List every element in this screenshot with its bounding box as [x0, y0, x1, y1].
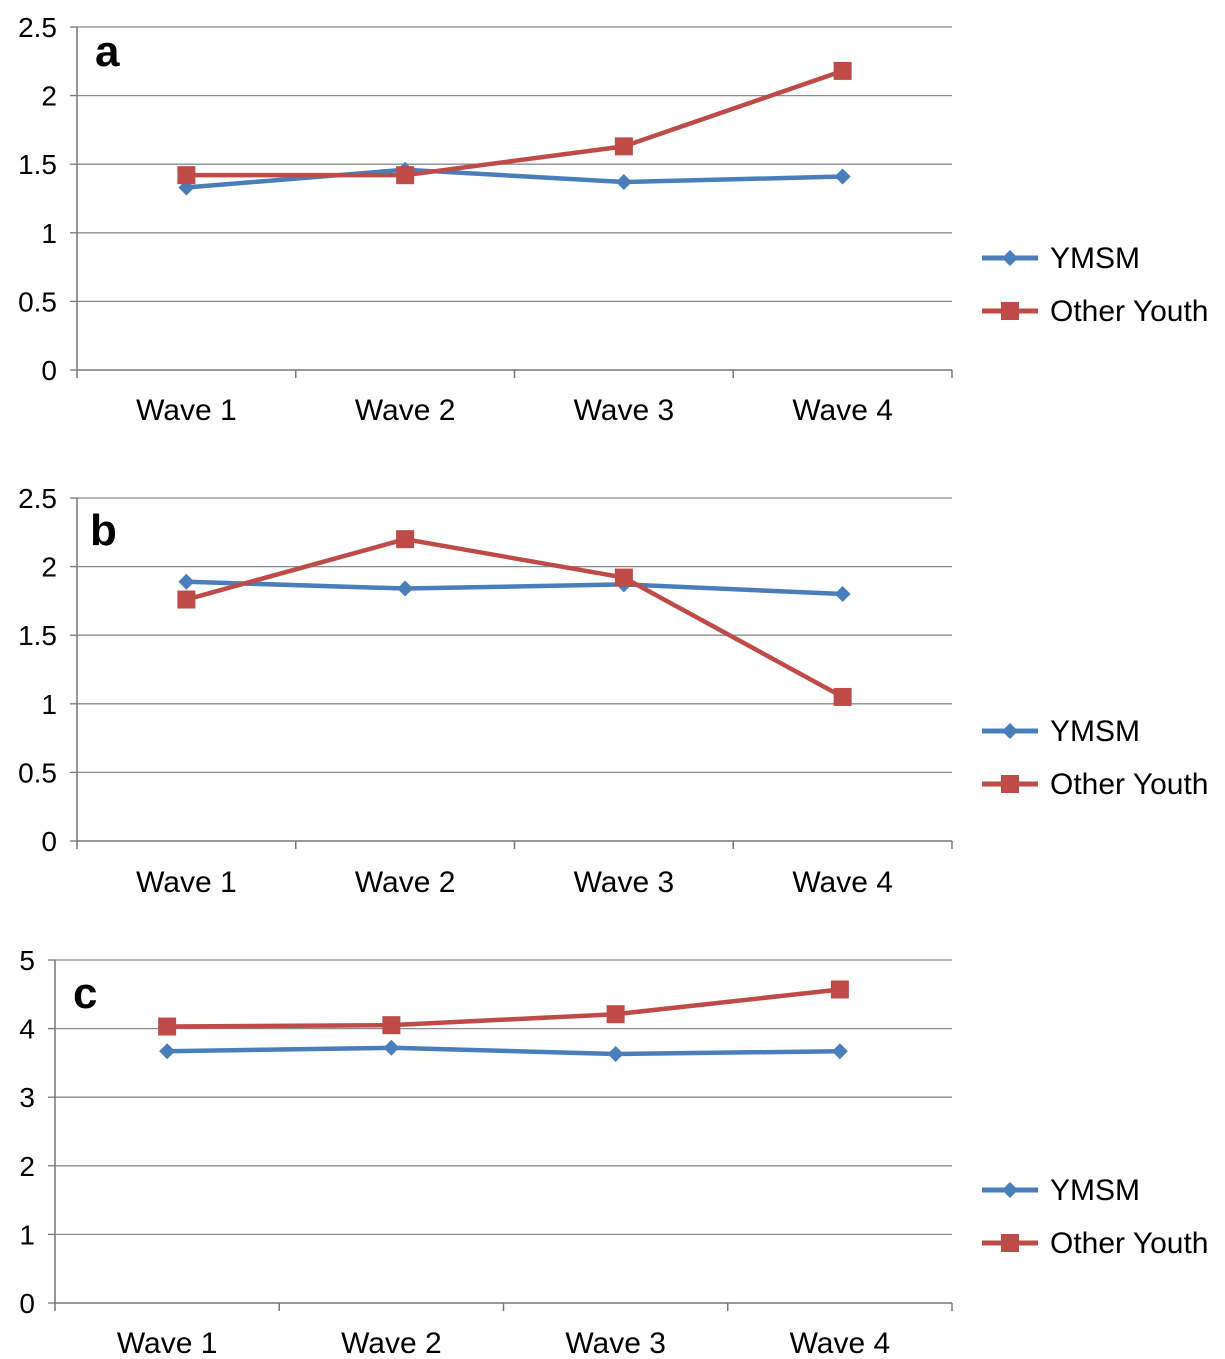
legend-swatch-marker — [1002, 250, 1018, 266]
legend-label: Other Youth — [1050, 1227, 1208, 1260]
data-point — [158, 1017, 177, 1036]
chart-panel-c: 0 1 2 3 4 5 Wave 1 Wave 2 Wave 3 Wave 4 c YMSM Other… — [19, 945, 1208, 1359]
y-tick-label: 1 — [19, 1219, 35, 1250]
chart-panel-a: 0 0.5 1 1.5 2 2.5 Wave 1 Wave 2 Wave 3 Wave 4 a YMS… — [18, 12, 1208, 427]
series-line — [167, 987, 841, 1029]
y-tick-label: 0.5 — [18, 757, 57, 788]
series-ymsm — [159, 1039, 848, 1062]
y-tick-label: 2.5 — [18, 483, 57, 514]
data-point — [614, 568, 633, 587]
chart-panel-b: 0 0.5 1 1.5 2 2.5 Wave 1 Wave 2 Wave 3 Wave 4 b YMS… — [18, 483, 1208, 899]
x-tick-label: Wave 3 — [574, 394, 675, 427]
data-point — [382, 1016, 401, 1035]
x-tick-label: Wave 1 — [117, 1327, 218, 1359]
x-tick-label: Wave 3 — [574, 866, 675, 899]
y-tick-label: 4 — [19, 1014, 35, 1045]
x-tick-label: Wave 2 — [341, 1327, 442, 1359]
y-tick-label: 1 — [41, 218, 57, 249]
y-tick-label: 1.5 — [18, 149, 57, 180]
y-tick-label: 0 — [41, 826, 57, 857]
x-tick-label: Wave 2 — [355, 394, 456, 427]
y-tick-label: 2.5 — [18, 12, 57, 43]
y-tick-label: 0 — [41, 355, 57, 386]
data-point — [397, 580, 414, 597]
series-line — [167, 1045, 840, 1057]
x-tick-label: Wave 1 — [136, 866, 237, 899]
data-point — [159, 1043, 176, 1060]
panel-label: a — [95, 27, 120, 76]
x-tick-label: Wave 4 — [790, 1327, 891, 1359]
y-tick-label: 5 — [19, 945, 35, 976]
legend-swatch-marker — [1001, 1234, 1019, 1252]
series-line — [185, 536, 844, 699]
panel-label: c — [73, 969, 97, 1018]
panel-label: b — [90, 506, 117, 555]
series-ymsm — [178, 573, 851, 603]
data-point — [396, 530, 415, 549]
series-line — [186, 579, 843, 597]
data-point — [833, 61, 852, 80]
series-other-youth — [177, 530, 852, 706]
legend-swatch-marker — [1001, 775, 1019, 793]
legend-label: YMSM — [1050, 715, 1140, 748]
data-point — [177, 590, 196, 609]
legend-label: Other Youth — [1050, 295, 1208, 328]
legend-label: Other Youth — [1050, 768, 1208, 801]
y-tick-label: 2 — [41, 552, 57, 583]
series-line — [186, 167, 843, 190]
x-tick-label: Wave 3 — [565, 1327, 666, 1359]
data-point — [177, 166, 196, 185]
legend: YMSM Other Youth — [982, 242, 1208, 328]
x-tick-label: Wave 4 — [792, 394, 893, 427]
x-tick-label: Wave 2 — [355, 866, 456, 899]
legend-swatch-marker — [1001, 302, 1019, 320]
legend-label: YMSM — [1050, 242, 1140, 275]
series-other-youth — [177, 61, 852, 185]
series-ymsm — [178, 161, 851, 196]
data-point — [831, 1043, 848, 1060]
y-tick-label: 3 — [19, 1082, 35, 1113]
data-point — [607, 1045, 624, 1062]
legend-swatch-marker — [1002, 1182, 1018, 1198]
data-point — [383, 1039, 400, 1056]
data-point — [615, 174, 632, 191]
data-point — [830, 980, 849, 999]
data-point — [178, 573, 195, 590]
y-tick-label: 1 — [41, 689, 57, 720]
data-point — [606, 1005, 625, 1024]
y-tick-label: 0.5 — [18, 286, 57, 317]
data-point — [396, 166, 415, 185]
legend-swatch-marker — [1002, 723, 1018, 739]
legend: YMSM Other Youth — [982, 1174, 1208, 1260]
x-tick-label: Wave 4 — [792, 866, 893, 899]
y-tick-label: 1.5 — [18, 620, 57, 651]
legend: YMSM Other Youth — [982, 715, 1208, 801]
y-tick-label: 2 — [19, 1151, 35, 1182]
y-tick-label: 0 — [19, 1288, 35, 1319]
series-other-youth — [158, 980, 849, 1036]
data-point — [834, 586, 851, 603]
y-tick-label: 2 — [41, 81, 57, 112]
data-point — [614, 137, 633, 156]
data-point — [834, 168, 851, 185]
x-tick-label: Wave 1 — [136, 394, 237, 427]
data-point — [833, 687, 852, 706]
legend-label: YMSM — [1050, 1174, 1140, 1207]
series-line — [186, 68, 844, 178]
